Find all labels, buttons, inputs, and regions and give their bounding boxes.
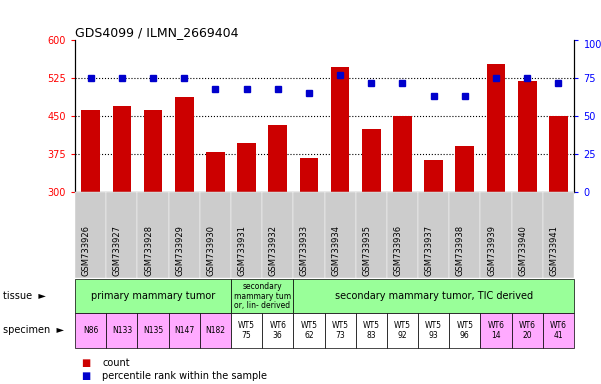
Bar (456, 146, 474, 192)
Bar (393, 116, 412, 192)
Text: GSM733938: GSM733938 (456, 225, 465, 276)
Text: WT5
75: WT5 75 (238, 321, 255, 339)
Bar (175, 98, 194, 192)
Bar (299, 157, 319, 192)
Text: GSM733937: GSM733937 (425, 225, 434, 276)
Text: ■: ■ (81, 358, 90, 368)
Text: WT6
14: WT6 14 (487, 321, 504, 339)
Bar (237, 143, 256, 192)
Text: 100%: 100% (584, 40, 601, 50)
Text: percentile rank within the sample: percentile rank within the sample (102, 371, 267, 381)
Text: WT5
83: WT5 83 (363, 321, 380, 339)
Text: WT6
20: WT6 20 (519, 321, 535, 339)
Bar (81, 109, 100, 192)
Text: N86: N86 (83, 326, 99, 335)
Bar (112, 106, 131, 192)
Text: GSM733933: GSM733933 (300, 225, 309, 276)
Text: GSM733932: GSM733932 (269, 225, 278, 276)
Text: GSM733930: GSM733930 (206, 225, 215, 276)
Text: tissue  ►: tissue ► (3, 291, 46, 301)
Text: N182: N182 (206, 326, 225, 335)
Bar (549, 116, 568, 192)
Text: GSM733939: GSM733939 (487, 225, 496, 276)
Text: WT5
92: WT5 92 (394, 321, 411, 339)
Bar (362, 129, 380, 192)
Bar (518, 81, 537, 192)
Text: primary mammary tumor: primary mammary tumor (91, 291, 215, 301)
Text: GSM733935: GSM733935 (362, 225, 371, 276)
Bar (269, 125, 287, 192)
Bar (487, 64, 505, 192)
Bar (424, 160, 443, 192)
Text: specimen  ►: specimen ► (3, 325, 64, 335)
Text: secondary
mammary tum
or, lin- derived: secondary mammary tum or, lin- derived (234, 282, 291, 310)
Bar (331, 66, 350, 192)
Text: WT6
36: WT6 36 (269, 321, 286, 339)
Text: GSM733927: GSM733927 (113, 225, 122, 276)
Text: count: count (102, 358, 130, 368)
Text: ■: ■ (81, 371, 90, 381)
Text: N135: N135 (143, 326, 163, 335)
Text: WT5
62: WT5 62 (300, 321, 317, 339)
Bar (206, 152, 225, 192)
Text: N147: N147 (174, 326, 194, 335)
Text: GSM733934: GSM733934 (331, 225, 340, 276)
Text: GSM733940: GSM733940 (518, 226, 527, 276)
Text: WT5
93: WT5 93 (425, 321, 442, 339)
Text: N133: N133 (112, 326, 132, 335)
Text: GSM733941: GSM733941 (549, 226, 558, 276)
Text: GSM733936: GSM733936 (394, 225, 403, 276)
Text: GSM733929: GSM733929 (175, 226, 185, 276)
Text: GSM733931: GSM733931 (237, 225, 246, 276)
Text: WT5
73: WT5 73 (332, 321, 349, 339)
Text: GSM733926: GSM733926 (82, 225, 91, 276)
Text: secondary mammary tumor, TIC derived: secondary mammary tumor, TIC derived (335, 291, 532, 301)
Text: WT5
96: WT5 96 (456, 321, 474, 339)
Text: GSM733928: GSM733928 (144, 225, 153, 276)
Text: GDS4099 / ILMN_2669404: GDS4099 / ILMN_2669404 (75, 26, 239, 39)
Bar (144, 110, 162, 192)
Text: WT6
41: WT6 41 (550, 321, 567, 339)
